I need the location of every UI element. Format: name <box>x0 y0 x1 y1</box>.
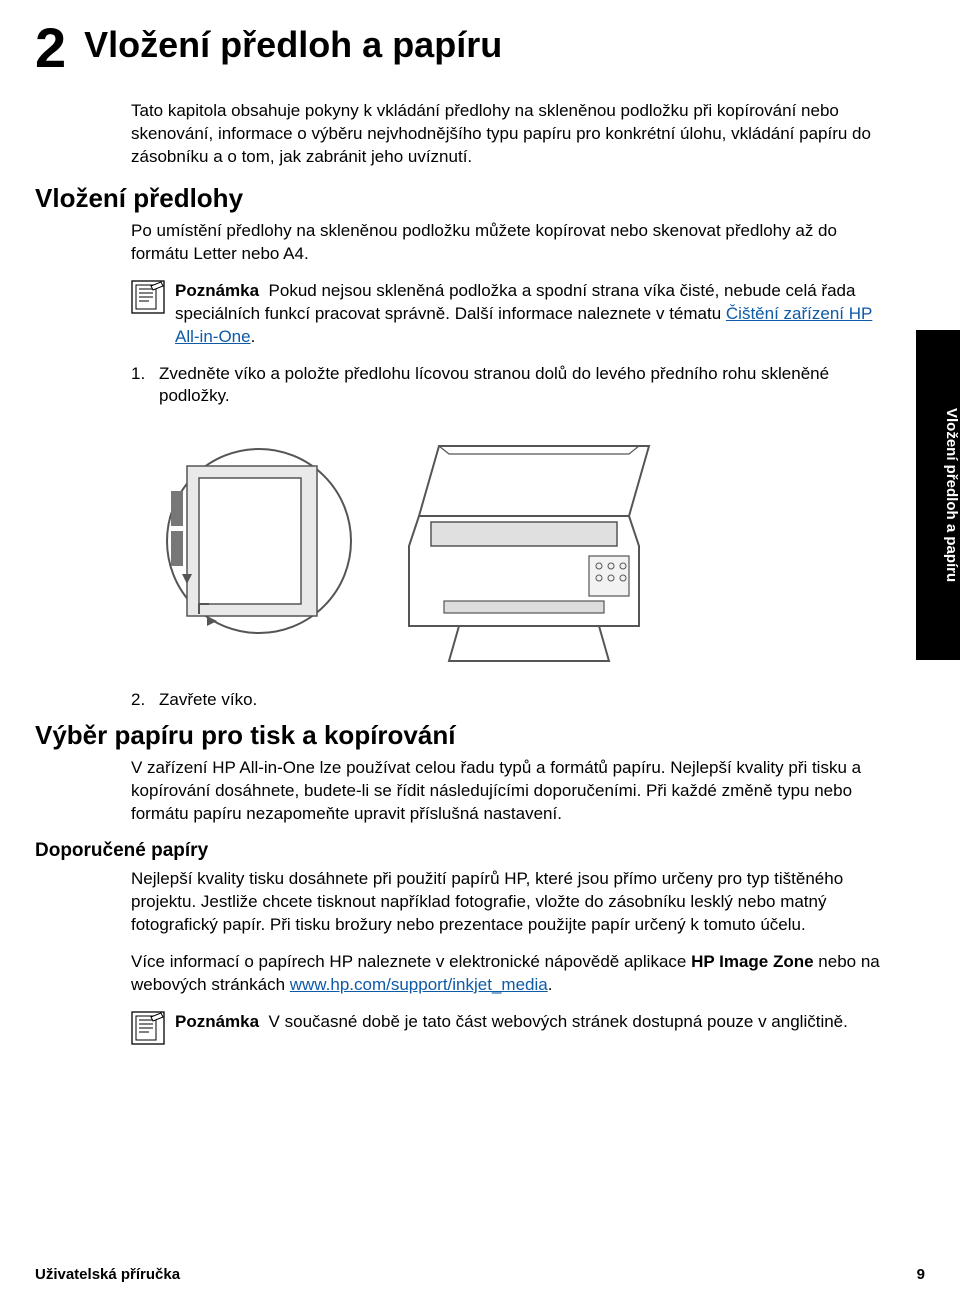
section2-body: V zařízení HP All-in-One lze používat ce… <box>131 757 885 826</box>
para2-bold: HP Image Zone <box>691 952 814 971</box>
footer: Uživatelská příručka 9 <box>35 1266 925 1283</box>
section3-note-body: V současné době je tato část webových st… <box>269 1012 848 1031</box>
page: 2 Vložení předloh a papíru Tato kapitola… <box>0 0 960 1301</box>
illustration <box>159 416 885 671</box>
step-2: 2. Zavřete víko. <box>131 689 885 712</box>
section1-body: Po umístění předlohy na skleněnou podlož… <box>131 220 885 713</box>
para2-after: . <box>548 975 553 994</box>
section1-paragraph: Po umístění předlohy na skleněnou podlož… <box>131 220 885 266</box>
step-2-text: Zavřete víko. <box>159 689 257 712</box>
section1-note: Poznámka Pokud nejsou skleněná podložka … <box>131 280 885 349</box>
section3-para2: Více informací o papírech HP naleznete v… <box>131 951 885 997</box>
step-2-num: 2. <box>131 689 159 712</box>
intro-block: Tato kapitola obsahuje pokyny k vkládání… <box>131 100 885 169</box>
note-label-2: Poznámka <box>175 1012 259 1031</box>
note-icon <box>131 280 165 319</box>
note-body-after: . <box>251 327 256 346</box>
footer-right: 9 <box>917 1266 925 1283</box>
section1-heading: Vložení předlohy <box>35 183 925 214</box>
footer-left: Uživatelská příručka <box>35 1266 180 1283</box>
chapter-header: 2 Vložení předloh a papíru <box>35 20 925 76</box>
section3-body: Nejlepší kvality tisku dosáhnete při pou… <box>131 868 885 1050</box>
para2-before: Více informací o papírech HP naleznete v… <box>131 952 691 971</box>
section3-para1: Nejlepší kvality tisku dosáhnete při pou… <box>131 868 885 937</box>
step-1-num: 1. <box>131 363 159 409</box>
chapter-title: Vložení předloh a papíru <box>84 20 502 65</box>
step-1: 1. Zvedněte víko a položte předlohu líco… <box>131 363 885 409</box>
para2-link[interactable]: www.hp.com/support/inkjet_media <box>290 975 548 994</box>
section3-note-text: Poznámka V současné době je tato část we… <box>175 1011 848 1034</box>
intro-paragraph: Tato kapitola obsahuje pokyny k vkládání… <box>131 100 885 169</box>
section2-paragraph: V zařízení HP All-in-One lze používat ce… <box>131 757 885 826</box>
section3-note: Poznámka V současné době je tato část we… <box>131 1011 885 1050</box>
section3-heading: Doporučené papíry <box>35 840 925 862</box>
note-icon <box>131 1011 165 1050</box>
section2-heading: Výběr papíru pro tisk a kopírování <box>35 720 925 751</box>
steps-list-2: 2. Zavřete víko. <box>131 689 885 712</box>
step-1-text: Zvedněte víko a položte předlohu lícovou… <box>159 363 885 409</box>
chapter-number: 2 <box>35 20 66 76</box>
note-label: Poznámka <box>175 281 259 300</box>
steps-list: 1. Zvedněte víko a položte předlohu líco… <box>131 363 885 409</box>
side-tab: Vložení předloh a papíru <box>916 330 960 660</box>
section1-note-text: Poznámka Pokud nejsou skleněná podložka … <box>175 280 885 349</box>
